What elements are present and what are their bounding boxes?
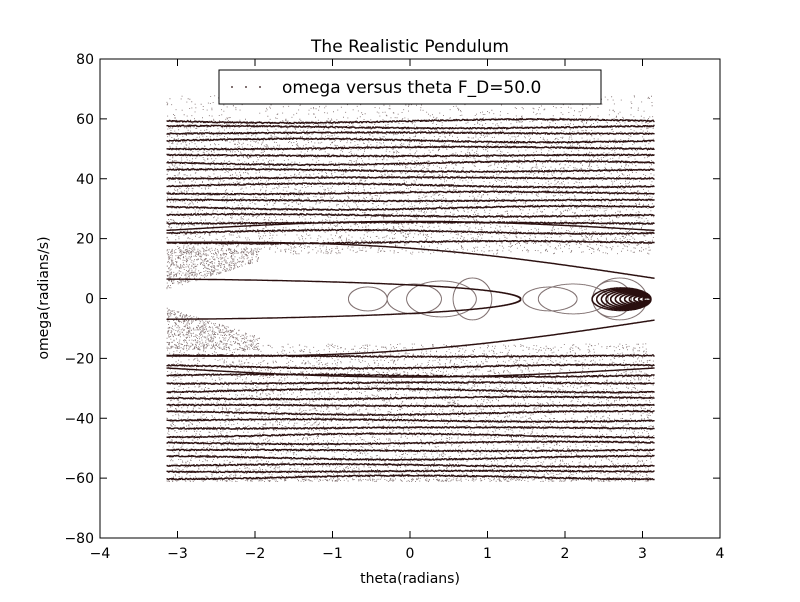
chart-title: The Realistic Pendulum <box>310 37 509 57</box>
x-tick-label: 4 <box>716 546 725 562</box>
data-points-layer <box>166 94 655 483</box>
y-tick-label: 60 <box>76 112 94 128</box>
x-tick-label: 2 <box>561 546 570 562</box>
legend-marker-dot <box>245 86 247 88</box>
legend-marker <box>231 86 261 88</box>
y-tick-label: −80 <box>64 531 94 547</box>
scatter-points-dense <box>166 118 655 481</box>
x-tick-label: −2 <box>245 546 266 562</box>
legend-box <box>218 69 602 105</box>
y-tick-label: −60 <box>64 471 94 487</box>
x-tick-label: −4 <box>90 546 111 562</box>
x-axis-label: theta(radians) <box>360 571 460 587</box>
legend: omega versus theta F_D=50.0 <box>218 69 602 105</box>
x-tick-label: −3 <box>167 546 188 562</box>
y-axis-label: omega(radians/s) <box>36 236 52 359</box>
legend-marker-dot <box>231 86 233 88</box>
y-tick-label: −40 <box>64 411 94 427</box>
x-tick-label: 1 <box>483 546 492 562</box>
x-tick-label: 0 <box>406 546 415 562</box>
legend-entry-label: omega versus theta F_D=50.0 <box>282 78 541 98</box>
y-tick-label: −20 <box>64 351 94 367</box>
x-tick-label: 3 <box>638 546 647 562</box>
y-tick-label: 40 <box>76 172 94 188</box>
y-tick-label: 20 <box>76 232 94 248</box>
legend-marker-dot <box>259 86 261 88</box>
x-tick-label: −1 <box>322 546 343 562</box>
axis-ticks: −4 −3 −2 −1 0 1 2 3 4 −80 −60 −40 −20 0 20 40 60 80 <box>64 52 724 562</box>
y-tick-label: 80 <box>76 52 94 68</box>
y-tick-label: 0 <box>85 292 94 308</box>
